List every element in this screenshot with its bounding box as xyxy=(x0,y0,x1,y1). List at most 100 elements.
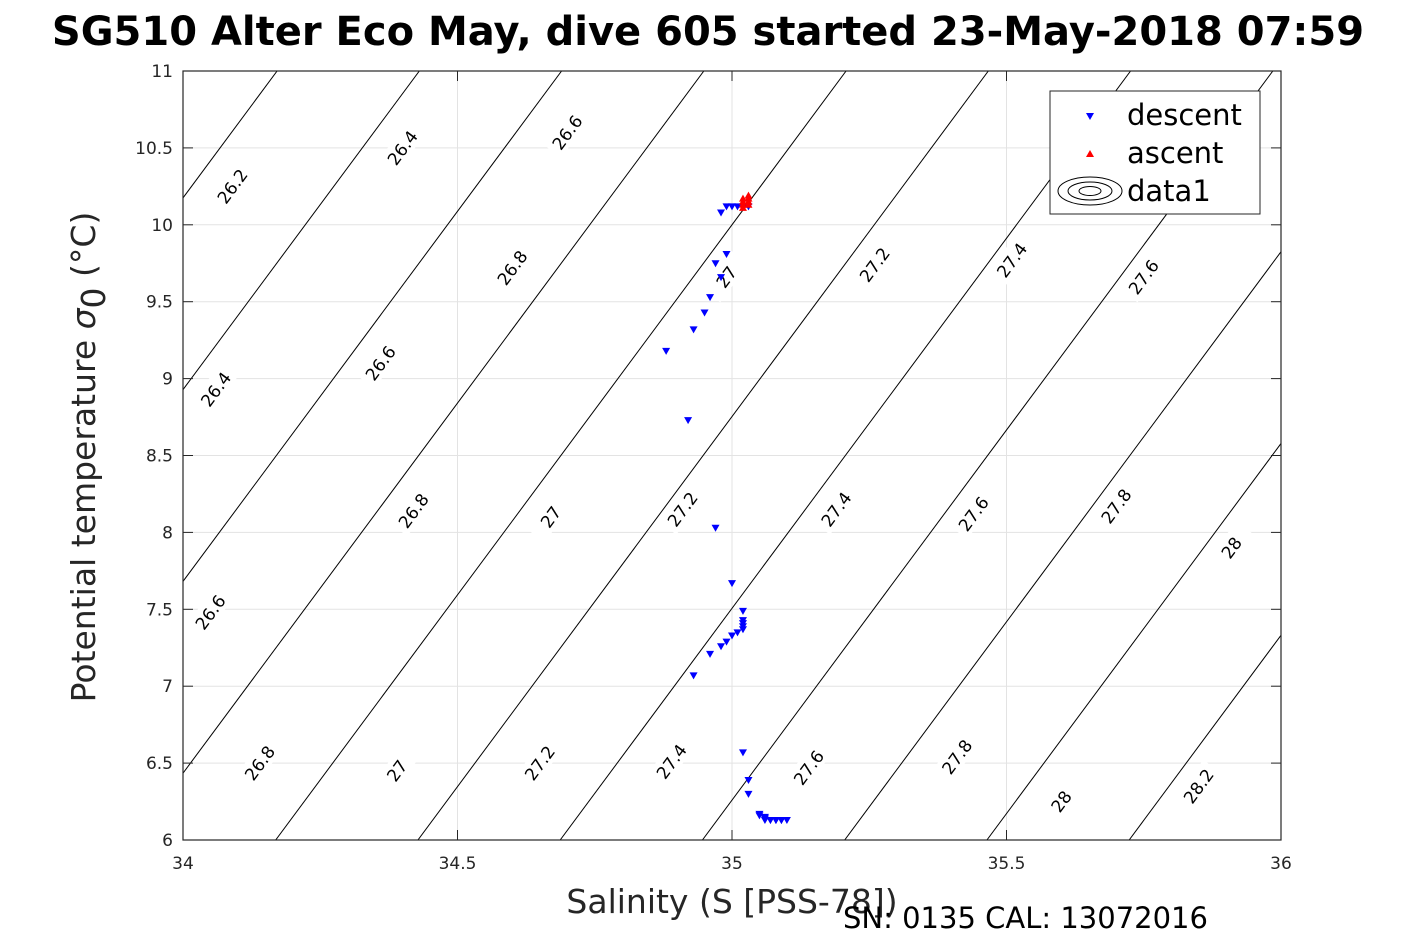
legend-data1-label: data1 xyxy=(1127,174,1211,208)
y-axis-label-subscript: 0 xyxy=(74,287,113,308)
contour-line xyxy=(417,71,989,840)
contour-line xyxy=(559,71,1131,840)
ascent-point xyxy=(738,203,747,211)
descent-point xyxy=(744,790,753,798)
descent-point xyxy=(728,580,736,588)
contour-label-bg xyxy=(812,482,859,535)
y-tick-label: 11 xyxy=(151,62,173,82)
x-tick-label: 34.5 xyxy=(439,854,477,874)
descent-point xyxy=(700,309,709,317)
axis-ticks: 34 34.5 35 35.5 36 6 6.5 7 7.5 8 8.5 9 9.5 10 10.5 11 xyxy=(135,62,1292,874)
contour-label-bg xyxy=(1037,775,1084,827)
contour-line xyxy=(1128,634,1281,840)
descent-point xyxy=(782,817,791,825)
contour-label-bg xyxy=(1092,479,1139,532)
legend-data1-marker xyxy=(1057,176,1123,206)
footnote: SN: 0135 CAL: 13072016 xyxy=(843,901,1208,935)
ascent-point xyxy=(744,191,753,199)
y-tick-label: 8 xyxy=(162,523,173,543)
descent-point xyxy=(706,650,715,658)
contour-line xyxy=(183,71,420,391)
descent-point xyxy=(722,251,731,259)
x-tick-label: 34 xyxy=(172,854,194,874)
descent-point xyxy=(717,643,726,651)
y-tick-label: 10 xyxy=(151,216,173,236)
descent-point xyxy=(711,524,720,532)
legend-ascent-marker xyxy=(1086,150,1094,157)
y-axis-label-main: Potential temperature xyxy=(64,329,103,702)
descent-point xyxy=(777,817,786,825)
x-tick-label: 35.5 xyxy=(988,854,1026,874)
descent-point xyxy=(733,203,742,211)
y-tick-label: 6 xyxy=(162,831,173,851)
contour-label-bg xyxy=(1207,521,1254,574)
contour-label-bg xyxy=(702,250,749,303)
contour-label-bg xyxy=(356,336,403,389)
contour-label-bg xyxy=(186,585,233,638)
contour-label-bg xyxy=(850,238,898,291)
descent-point xyxy=(738,626,747,634)
contour-label-bg xyxy=(1119,250,1167,303)
y-tick-label: 9 xyxy=(162,370,173,390)
contour-label-bg xyxy=(235,736,283,789)
descent-point xyxy=(744,777,753,785)
legend-descent-marker xyxy=(1086,113,1094,120)
contour-label-bg xyxy=(378,121,425,174)
descent-point xyxy=(766,817,775,825)
y-tick-label: 9.5 xyxy=(146,293,173,313)
x-tick-label: 36 xyxy=(1270,854,1292,874)
descent-point xyxy=(722,203,731,211)
descent-point xyxy=(717,274,726,282)
y-axis-label: Potential temperature σ0 (°C) xyxy=(64,212,113,703)
descent-point xyxy=(738,749,747,757)
descent-point xyxy=(706,294,715,302)
ascent-point xyxy=(744,200,753,208)
descent-point xyxy=(760,817,769,825)
contour-label-bg xyxy=(658,482,705,535)
y-tick-label: 6.5 xyxy=(146,754,173,774)
y-axis-label-unit: (°C) xyxy=(64,212,103,288)
descent-point xyxy=(728,203,736,211)
contour-label-bg xyxy=(647,735,694,787)
contour-label-bg xyxy=(389,484,436,537)
descent-point xyxy=(684,417,693,425)
x-axis-label: Salinity (S [PSS-78]) xyxy=(566,882,897,921)
descent-point xyxy=(662,347,671,355)
contour-line xyxy=(844,250,1281,840)
legend: descent ascent data1 xyxy=(1049,90,1261,215)
descent-point xyxy=(711,260,720,268)
contour-label-bg xyxy=(526,490,574,543)
contour-label-bg xyxy=(192,362,239,415)
contour-label-bg xyxy=(488,241,535,294)
data-points xyxy=(662,191,791,825)
contour-label-bg xyxy=(933,730,980,783)
descent-point xyxy=(733,629,742,637)
y-axis-label-sigma: σ xyxy=(64,307,103,329)
contour-label-bg xyxy=(373,744,420,797)
chart-title: SG510 Alter Eco May, dive 605 started 23… xyxy=(52,9,1364,55)
descent-point xyxy=(722,638,731,646)
legend-box xyxy=(1049,90,1261,215)
y-tick-label: 7 xyxy=(162,677,173,697)
contour-line xyxy=(183,71,705,775)
y-tick-label: 7.5 xyxy=(146,600,173,620)
descent-point xyxy=(771,817,780,825)
descent-point xyxy=(738,607,747,615)
contour-label-bg xyxy=(515,736,563,789)
legend-descent-label: descent xyxy=(1127,98,1242,132)
contour-line xyxy=(183,71,562,583)
descent-point xyxy=(728,632,736,640)
contour-label-bg xyxy=(988,233,1035,286)
y-tick-label: 8.5 xyxy=(146,447,173,467)
y-tick-label: 10.5 xyxy=(135,139,173,159)
contour-label-bg xyxy=(208,159,255,212)
contour-label-bg xyxy=(1174,759,1221,812)
descent-point xyxy=(689,672,698,680)
contour-label-bg xyxy=(784,741,832,793)
contour-label-bg xyxy=(543,106,590,158)
contour-label-bg xyxy=(949,487,996,540)
legend-ascent-label: ascent xyxy=(1127,136,1223,170)
descent-point xyxy=(689,326,698,334)
x-tick-label: 35 xyxy=(721,854,743,874)
